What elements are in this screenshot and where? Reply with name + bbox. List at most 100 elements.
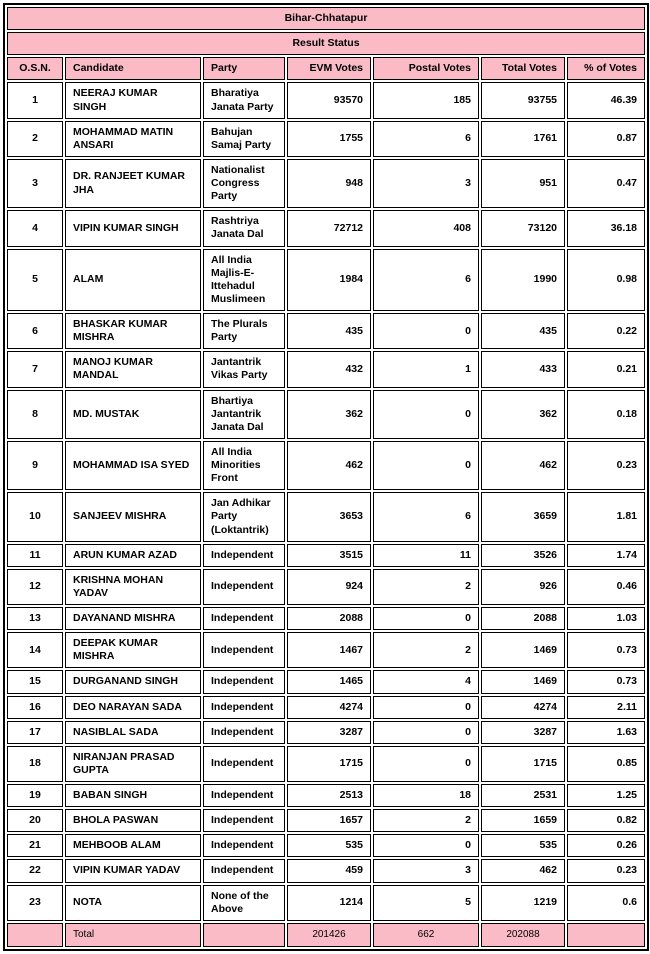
osn-cell: 22: [7, 859, 63, 883]
candidate-cell: ALAM: [65, 248, 201, 311]
party-cell: Independent: [203, 784, 285, 808]
candidate-cell: ARUN KUMAR AZAD: [65, 543, 201, 567]
postal-votes-cell: 0: [373, 720, 479, 744]
party-cell: Bhartiya Jantantrik Janata Dal: [203, 389, 285, 439]
candidate-cell: DEO NARAYAN SADA: [65, 695, 201, 719]
evm-votes-cell: 3515: [287, 543, 371, 567]
pct-votes-cell: 2.11: [567, 695, 645, 719]
results-tbody: 1 NEERAJ KUMAR SINGH Bharatiya Janata Pa…: [7, 82, 645, 921]
postal-votes-cell: 0: [373, 389, 479, 439]
table-row: 19 BABAN SINGH Independent 2513 18 2531 …: [7, 784, 645, 808]
column-header-party: Party: [203, 57, 285, 81]
total-votes-cell: 2088: [481, 607, 565, 631]
evm-votes-cell: 72712: [287, 210, 371, 247]
candidate-cell: MOHAMMAD MATIN ANSARI: [65, 120, 201, 157]
osn-cell: 16: [7, 695, 63, 719]
total-label: Total: [65, 922, 201, 948]
table-row: 23 NOTA None of the Above 1214 5 1219 0.…: [7, 884, 645, 921]
total-votes-cell: 3659: [481, 492, 565, 542]
pct-votes-cell: 1.81: [567, 492, 645, 542]
party-cell: Jan Adhikar Party (Loktantrik): [203, 492, 285, 542]
column-header-candidate: Candidate: [65, 57, 201, 81]
osn-cell: 4: [7, 210, 63, 247]
evm-votes-cell: 1467: [287, 632, 371, 669]
table-row: 14 DEEPAK KUMAR MISHRA Independent 1467 …: [7, 632, 645, 669]
party-cell: Independent: [203, 859, 285, 883]
pct-votes-cell: 0.73: [567, 632, 645, 669]
total-votes-cell: 1761: [481, 120, 565, 157]
party-cell: Bharatiya Janata Party: [203, 82, 285, 119]
postal-votes-cell: 5: [373, 884, 479, 921]
pct-votes-cell: 1.03: [567, 607, 645, 631]
postal-votes-cell: 0: [373, 834, 479, 858]
total-votes-cell: 433: [481, 351, 565, 388]
column-header-pct-votes: % of Votes: [567, 57, 645, 81]
party-cell: Independent: [203, 568, 285, 605]
candidate-cell: DR. RANJEET KUMAR JHA: [65, 158, 201, 209]
party-cell: All India Minorities Front: [203, 440, 285, 491]
table-row: 10 SANJEEV MISHRA Jan Adhikar Party (Lok…: [7, 492, 645, 542]
total-votes-cell: 73120: [481, 210, 565, 247]
table-row: 16 DEO NARAYAN SADA Independent 4274 0 4…: [7, 695, 645, 719]
total-votes-cell: 3526: [481, 543, 565, 567]
osn-cell: 10: [7, 492, 63, 542]
pct-votes-cell: 1.25: [567, 784, 645, 808]
evm-votes-cell: 2513: [287, 784, 371, 808]
total-party-cell: [203, 922, 285, 948]
party-cell: Independent: [203, 543, 285, 567]
table-row: 21 MEHBOOB ALAM Independent 535 0 535 0.…: [7, 834, 645, 858]
osn-cell: 17: [7, 720, 63, 744]
evm-votes-cell: 1755: [287, 120, 371, 157]
pct-votes-cell: 0.22: [567, 313, 645, 350]
osn-cell: 15: [7, 670, 63, 694]
osn-cell: 1: [7, 82, 63, 119]
osn-cell: 8: [7, 389, 63, 439]
osn-cell: 14: [7, 632, 63, 669]
postal-votes-cell: 18: [373, 784, 479, 808]
candidate-cell: BHOLA PASWAN: [65, 809, 201, 833]
osn-cell: 7: [7, 351, 63, 388]
osn-cell: 3: [7, 158, 63, 209]
postal-votes-cell: 185: [373, 82, 479, 119]
total-votes-cell: 1469: [481, 632, 565, 669]
evm-votes-cell: 3653: [287, 492, 371, 542]
total-votes-cell: 4274: [481, 695, 565, 719]
postal-votes-cell: 3: [373, 859, 479, 883]
table-row: 6 BHASKAR KUMAR MISHRA The Plurals Party…: [7, 313, 645, 350]
total-total-votes: 202088: [481, 922, 565, 948]
pct-votes-cell: 0.26: [567, 834, 645, 858]
candidate-cell: NASIBLAL SADA: [65, 720, 201, 744]
postal-votes-cell: 1: [373, 351, 479, 388]
evm-votes-cell: 4274: [287, 695, 371, 719]
total-votes-cell: 926: [481, 568, 565, 605]
candidate-cell: VIPIN KUMAR YADAV: [65, 859, 201, 883]
pct-votes-cell: 0.23: [567, 859, 645, 883]
results-table: Bihar-Chhatapur Result Status O.S.N. Can…: [3, 3, 649, 952]
evm-votes-cell: 924: [287, 568, 371, 605]
total-votes-cell: 951: [481, 158, 565, 209]
osn-cell: 19: [7, 784, 63, 808]
candidate-cell: KRISHNA MOHAN YADAV: [65, 568, 201, 605]
pct-votes-cell: 0.85: [567, 745, 645, 782]
table-row: 17 NASIBLAL SADA Independent 3287 0 3287…: [7, 720, 645, 744]
total-votes-cell: 1219: [481, 884, 565, 921]
postal-votes-cell: 0: [373, 313, 479, 350]
candidate-cell: NOTA: [65, 884, 201, 921]
party-cell: Independent: [203, 632, 285, 669]
total-votes-cell: 1715: [481, 745, 565, 782]
table-row: 1 NEERAJ KUMAR SINGH Bharatiya Janata Pa…: [7, 82, 645, 119]
candidate-cell: DURGANAND SINGH: [65, 670, 201, 694]
total-votes-cell: 535: [481, 834, 565, 858]
postal-votes-cell: 4: [373, 670, 479, 694]
party-cell: Independent: [203, 695, 285, 719]
osn-cell: 13: [7, 607, 63, 631]
total-pct-cell: [567, 922, 645, 948]
postal-votes-cell: 3: [373, 158, 479, 209]
osn-cell: 23: [7, 884, 63, 921]
total-row: Total 201426 662 202088: [7, 922, 645, 948]
constituency-title: Bihar-Chhatapur: [7, 7, 645, 31]
total-votes-cell: 462: [481, 859, 565, 883]
postal-votes-cell: 2: [373, 809, 479, 833]
total-votes-cell: 93755: [481, 82, 565, 119]
